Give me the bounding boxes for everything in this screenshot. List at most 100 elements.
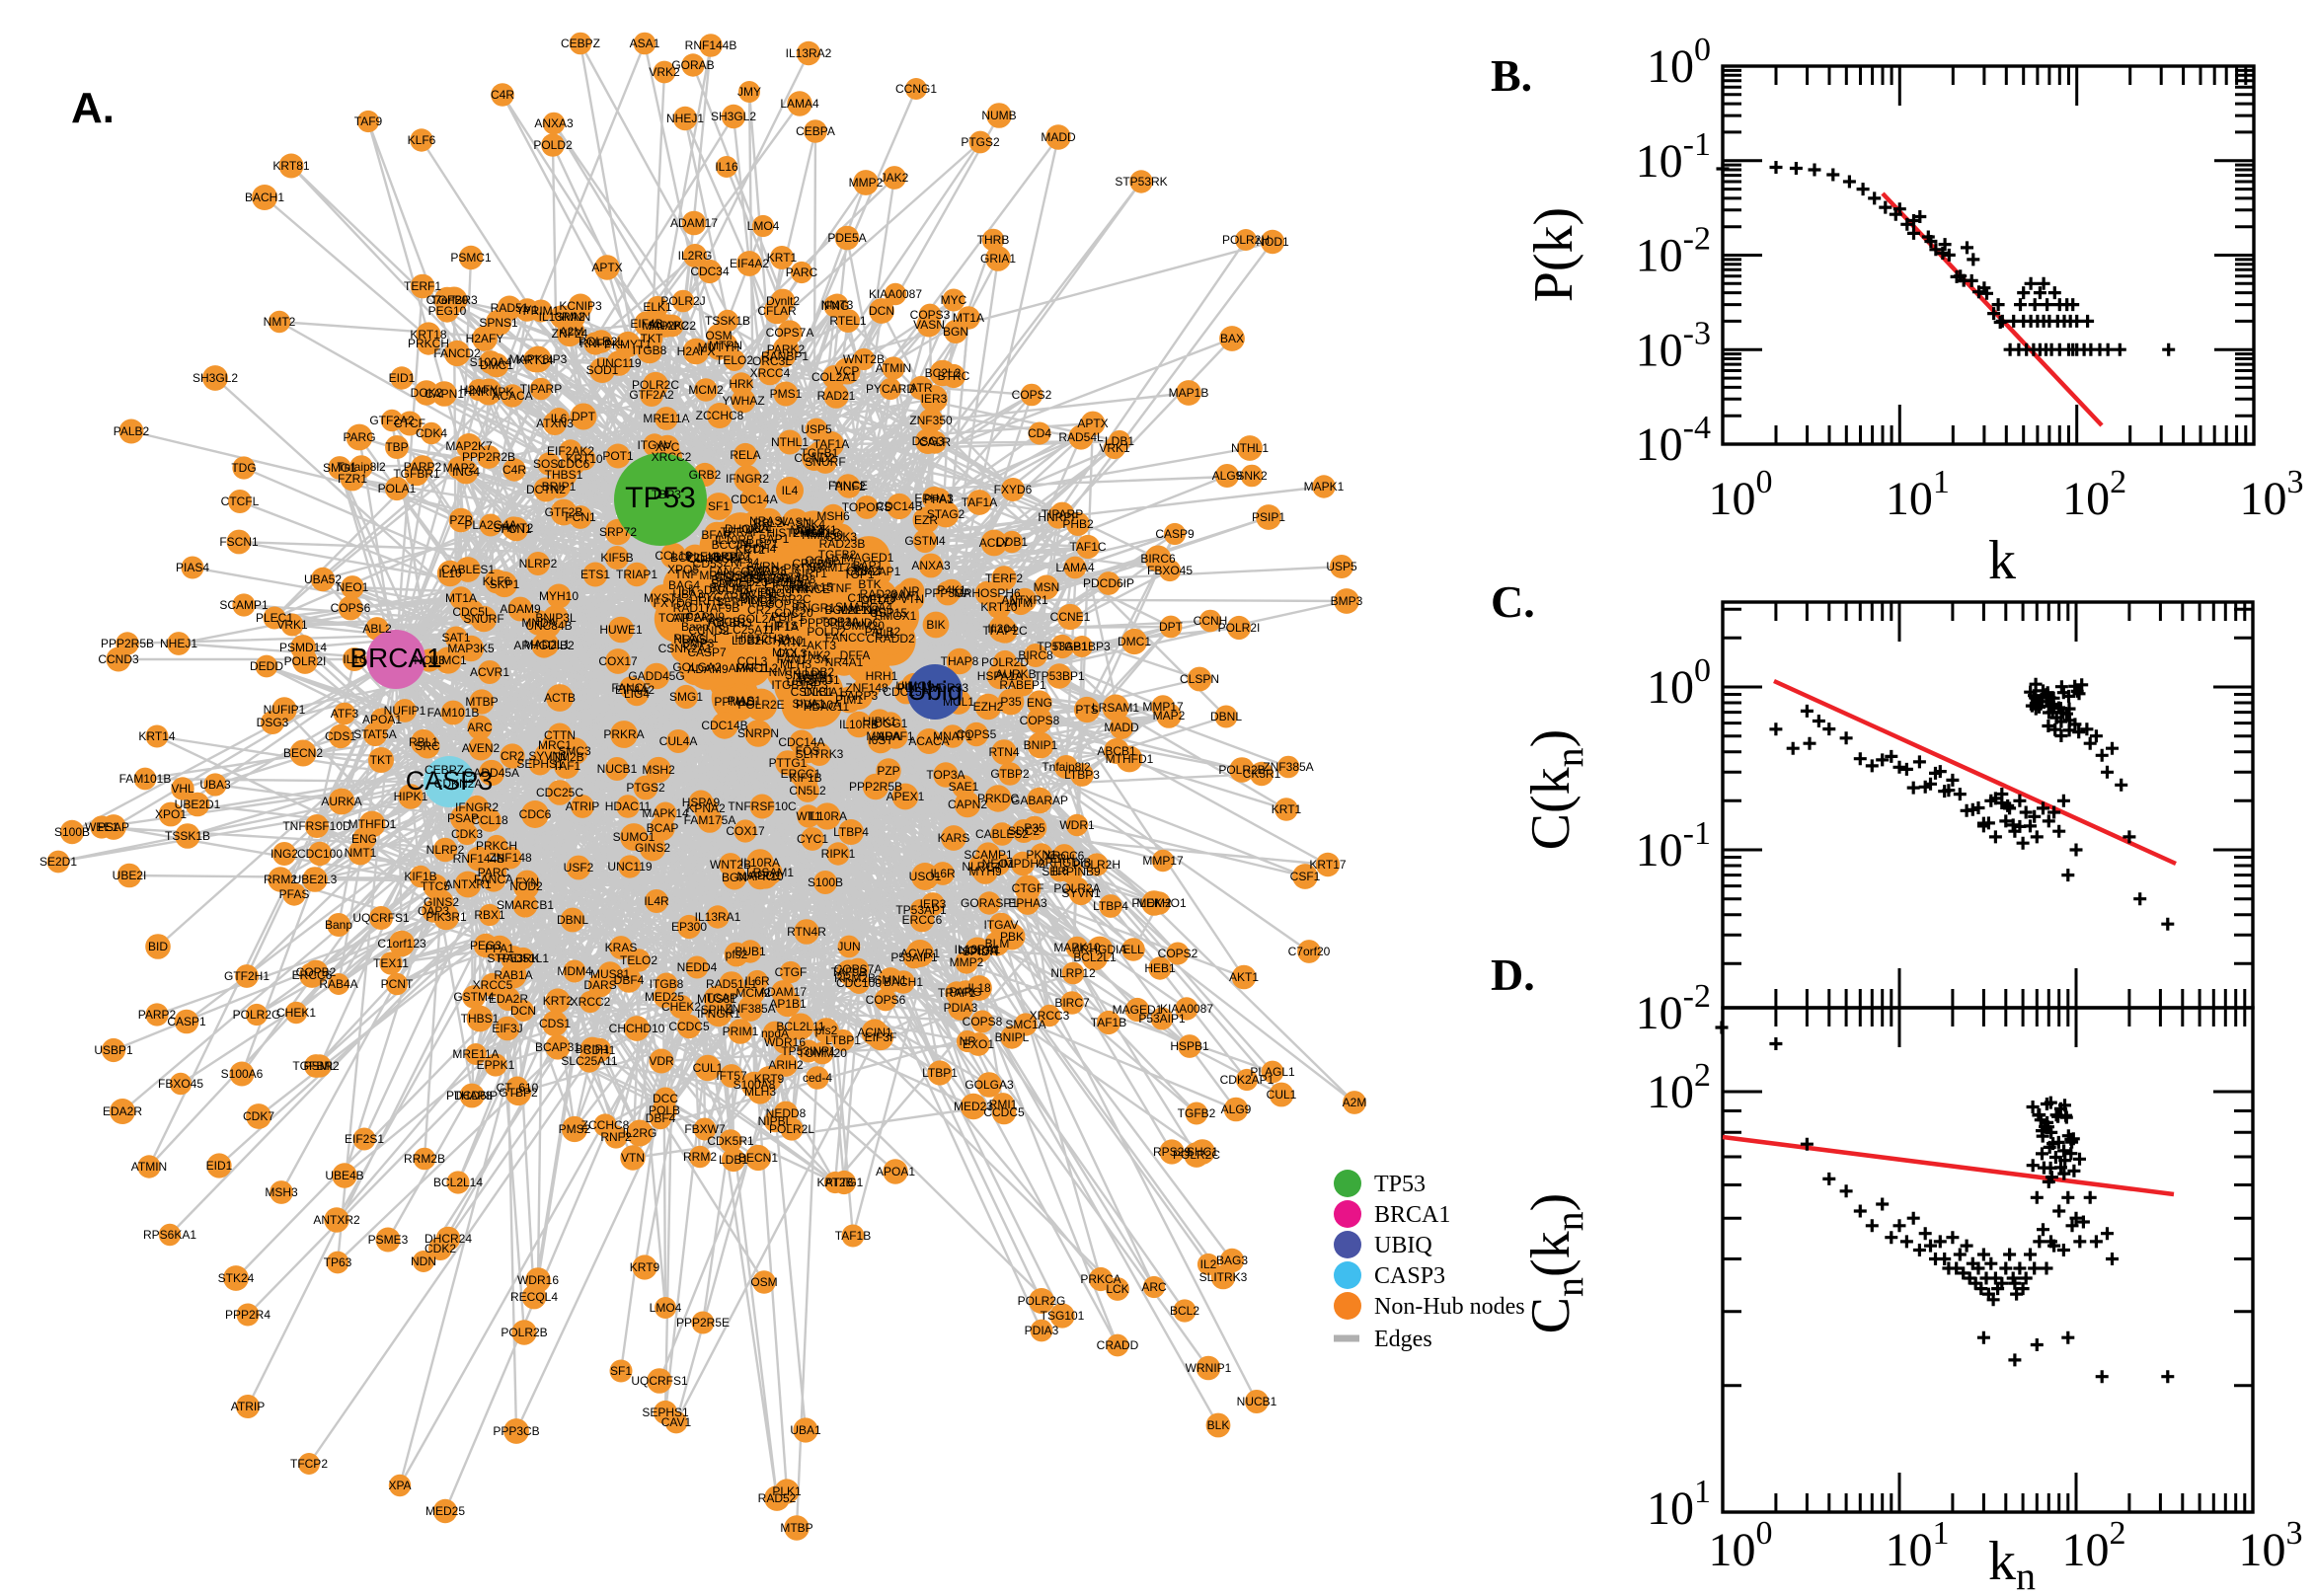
- svg-text:SLITRK3: SLITRK3: [1199, 1270, 1248, 1284]
- svg-text:COPS6: COPS6: [866, 993, 906, 1007]
- svg-text:HDAC11: HDAC11: [804, 700, 850, 714]
- svg-text:BTRC: BTRC: [938, 369, 970, 383]
- svg-text:PEG3: PEG3: [470, 939, 502, 952]
- svg-text:ING4: ING4: [452, 465, 480, 479]
- svg-text:CTCF: CTCF: [394, 417, 425, 430]
- svg-text:PRKCH: PRKCH: [408, 337, 449, 350]
- svg-text:LMO4: LMO4: [747, 219, 780, 233]
- svg-text:PPP2R2B: PPP2R2B: [462, 450, 515, 464]
- svg-text:FBXO45: FBXO45: [1147, 564, 1193, 577]
- svg-text:NUCB1: NUCB1: [1237, 1395, 1277, 1408]
- svg-text:JUN: JUN: [837, 940, 860, 953]
- svg-text:CDK3: CDK3: [451, 827, 483, 841]
- svg-text:BTK: BTK: [858, 577, 881, 591]
- svg-text:CDK2AP1: CDK2AP1: [1220, 1073, 1274, 1087]
- svg-text:TELO2: TELO2: [716, 353, 753, 367]
- svg-text:KRT10: KRT10: [566, 452, 602, 466]
- svg-text:PSMC1: PSMC1: [450, 251, 492, 265]
- svg-text:NLRP2: NLRP2: [426, 843, 465, 857]
- svg-text:TBP: TBP: [385, 440, 408, 454]
- svg-text:WNT2B: WNT2B: [710, 858, 751, 872]
- svg-text:MNDA: MNDA: [866, 729, 900, 743]
- svg-text:KLF6: KLF6: [408, 133, 436, 147]
- svg-text:KAT2B: KAT2B: [816, 1176, 853, 1189]
- svg-text:NLRP12: NLRP12: [1050, 966, 1096, 980]
- svg-text:RECQL4: RECQL4: [510, 1290, 558, 1304]
- svg-text:BCL2L14: BCL2L14: [433, 1176, 483, 1189]
- svg-text:SKP1: SKP1: [490, 577, 520, 591]
- svg-text:SF1: SF1: [610, 1364, 632, 1378]
- svg-text:SUMO1: SUMO1: [613, 830, 656, 844]
- svg-text:UBE2I: UBE2I: [113, 869, 147, 882]
- svg-text:GABARAP: GABARAP: [1011, 794, 1068, 807]
- svg-text:ZNF350: ZNF350: [909, 414, 953, 427]
- svg-text:GTBP2: GTBP2: [990, 767, 1030, 781]
- svg-text:XRCC4: XRCC4: [750, 366, 791, 380]
- svg-text:P35: P35: [1000, 695, 1022, 709]
- svg-text:RAD54L: RAD54L: [1058, 430, 1104, 444]
- svg-text:APTX: APTX: [591, 261, 622, 274]
- svg-text:CDC14A: CDC14A: [731, 493, 777, 506]
- svg-text:P53AIP1: P53AIP1: [1138, 1012, 1186, 1026]
- svg-text:SCAMP1: SCAMP1: [219, 598, 269, 612]
- svg-text:PDCD6IP: PDCD6IP: [1083, 576, 1134, 590]
- svg-text:MTHFD1: MTHFD1: [348, 817, 397, 831]
- svg-text:LAMA4: LAMA4: [780, 97, 819, 111]
- svg-text:POLR2I: POLR2I: [1218, 621, 1261, 635]
- svg-text:DCN: DCN: [510, 1004, 536, 1018]
- svg-text:NUCB1: NUCB1: [597, 762, 638, 776]
- svg-text:BMP3: BMP3: [1331, 594, 1363, 608]
- svg-text:MRE11A: MRE11A: [643, 412, 689, 425]
- svg-text:TGFBR2: TGFBR2: [292, 1059, 340, 1073]
- svg-text:CDC6: CDC6: [519, 807, 552, 821]
- svg-text:PARC: PARC: [786, 266, 818, 279]
- svg-text:BNIP3L: BNIP3L: [535, 611, 577, 625]
- svg-text:USP5: USP5: [801, 422, 832, 436]
- svg-text:TAF1B: TAF1B: [835, 1229, 871, 1243]
- svg-text:STAG2: STAG2: [927, 507, 965, 521]
- svg-text:MMP17: MMP17: [1142, 854, 1184, 868]
- svg-text:CEBPZ: CEBPZ: [561, 37, 600, 50]
- svg-text:D.: D.: [1491, 950, 1535, 1000]
- svg-text:TIPARP: TIPARP: [520, 382, 562, 396]
- svg-text:THRB: THRB: [977, 233, 1010, 247]
- svg-text:RAD52: RAD52: [758, 1491, 797, 1505]
- svg-text:KIF1B: KIF1B: [404, 870, 436, 883]
- svg-text:RAB4A: RAB4A: [319, 977, 357, 991]
- svg-text:MT1A: MT1A: [953, 311, 984, 325]
- svg-text:NLRP2: NLRP2: [519, 557, 558, 570]
- svg-text:UQCRFS1: UQCRFS1: [631, 1374, 688, 1388]
- svg-text:TSG101: TSG101: [1041, 1309, 1085, 1323]
- svg-text:POLR2C: POLR2C: [1173, 1148, 1220, 1162]
- svg-text:HUWE1: HUWE1: [599, 623, 643, 637]
- svg-text:COPS2: COPS2: [1012, 388, 1052, 402]
- svg-text:BGN: BGN: [943, 325, 968, 339]
- svg-text:TKT: TKT: [370, 753, 393, 767]
- svg-text:ADAM17: ADAM17: [759, 985, 807, 999]
- svg-text:PLEKHO1: PLEKHO1: [1131, 896, 1187, 910]
- svg-text:PSMD14: PSMD14: [279, 641, 327, 654]
- svg-text:NMT3: NMT3: [821, 298, 854, 312]
- svg-text:TCAP: TCAP: [658, 611, 690, 625]
- svg-text:TDG: TDG: [231, 461, 256, 475]
- svg-text:SRC: SRC: [415, 739, 440, 753]
- svg-text:ZNF148: ZNF148: [845, 681, 888, 695]
- svg-text:LTBP1: LTBP1: [922, 1066, 958, 1080]
- svg-text:TOP3A: TOP3A: [926, 768, 965, 782]
- svg-text:CAV1: CAV1: [661, 1415, 692, 1429]
- svg-text:SERPINB9: SERPINB9: [1042, 865, 1101, 878]
- svg-text:UNC119: UNC119: [596, 356, 641, 370]
- svg-text:DPT: DPT: [1159, 620, 1184, 634]
- svg-text:RTN4: RTN4: [988, 745, 1019, 759]
- svg-text:WDR1: WDR1: [1059, 818, 1095, 832]
- svg-text:CYC1: CYC1: [797, 832, 828, 846]
- svg-text:KIAA0087: KIAA0087: [869, 287, 922, 301]
- svg-text:NEDD4: NEDD4: [677, 960, 718, 974]
- svg-text:PEG10: PEG10: [428, 304, 467, 318]
- svg-text:ELK1: ELK1: [643, 300, 672, 314]
- svg-text:RIPK1: RIPK1: [821, 847, 856, 861]
- svg-text:PTGS2: PTGS2: [961, 135, 1000, 149]
- svg-text:IL13RA1: IL13RA1: [695, 910, 741, 924]
- svg-text:TP53AP1: TP53AP1: [1037, 640, 1088, 653]
- svg-text:CAPN1: CAPN1: [425, 387, 464, 401]
